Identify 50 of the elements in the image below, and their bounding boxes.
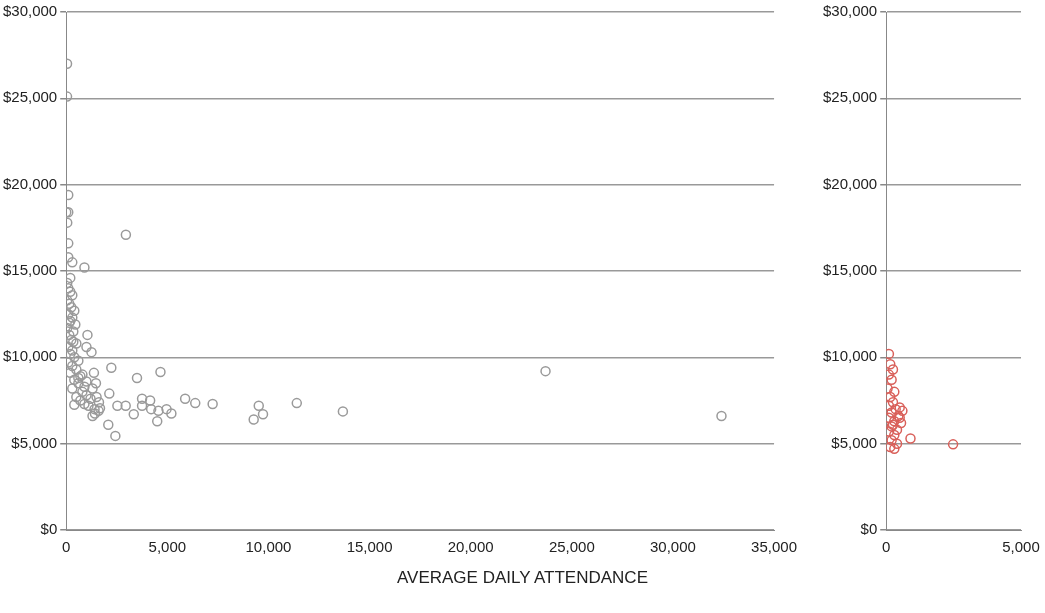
point — [886, 412, 895, 424]
point — [894, 402, 905, 413]
point — [886, 400, 895, 411]
y-tick-label: $20,000 — [822, 174, 878, 192]
y-tick-label: $30,000 — [2, 2, 58, 20]
x-tick-label: 5,000 — [1002, 538, 1040, 556]
y-tick-label: $0 — [860, 520, 878, 538]
y-tick-label: $0 — [40, 520, 58, 538]
x-tick-label: 5,000 — [148, 538, 187, 556]
point — [891, 424, 903, 436]
point — [886, 441, 896, 453]
point — [887, 364, 899, 375]
y-tick-label: $10,000 — [822, 347, 878, 365]
y-tick-label: $15,000 — [822, 261, 878, 279]
point — [889, 386, 900, 398]
point — [897, 405, 908, 417]
y-tick-label: $20,000 — [2, 174, 58, 192]
point — [887, 396, 899, 408]
point — [886, 391, 896, 403]
point — [891, 438, 903, 449]
point — [890, 403, 901, 415]
x-tick-label: 0 — [882, 538, 891, 556]
x-tick-label: 0 — [62, 538, 71, 556]
y-tick-label: $25,000 — [2, 88, 58, 106]
point — [905, 433, 916, 444]
x-tick-label: 15,000 — [346, 538, 393, 556]
x-tick-label: 20,000 — [447, 538, 494, 556]
y-tick-label: $30,000 — [822, 2, 878, 20]
point — [886, 374, 897, 386]
y-tick-label: $5,000 — [831, 433, 878, 451]
x-tick-label: 35,000 — [751, 538, 798, 556]
point — [886, 348, 895, 360]
x-tick-label: 30,000 — [650, 538, 696, 556]
y-tick-label: $15,000 — [2, 261, 58, 279]
point — [886, 358, 896, 370]
y-tick-label: $5,000 — [11, 433, 58, 451]
point — [886, 434, 897, 446]
y-tick-label: $25,000 — [822, 88, 878, 106]
x-tick-label: 10,000 — [245, 538, 292, 556]
point — [886, 426, 895, 437]
point — [889, 415, 900, 427]
point — [895, 417, 907, 429]
point — [889, 429, 900, 441]
x-axis-title: AVERAGE DAILY ATTENDANCE — [396, 568, 649, 588]
x-tick-label: 25,000 — [548, 538, 595, 556]
point — [886, 369, 895, 380]
point — [947, 439, 959, 450]
point — [886, 407, 897, 418]
y-tick-label: $10,000 — [2, 347, 58, 365]
point — [889, 443, 900, 455]
